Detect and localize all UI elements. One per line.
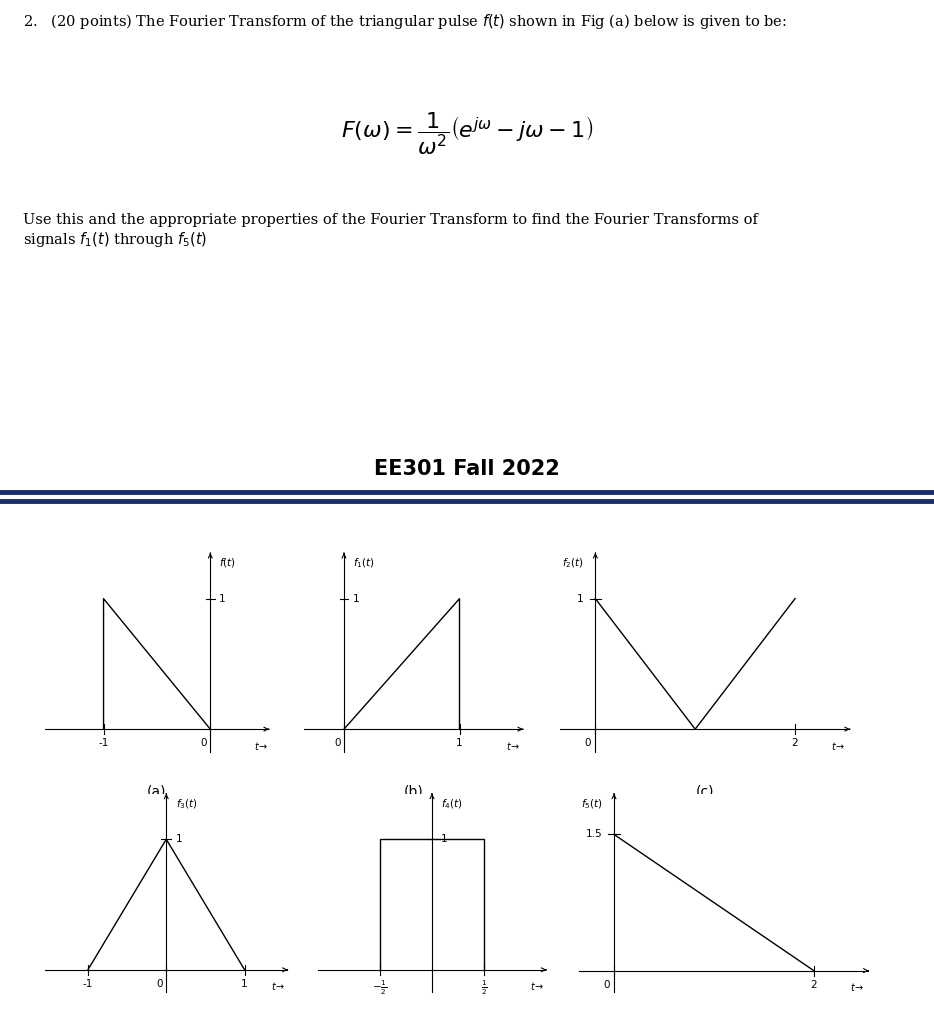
Text: 0: 0 — [603, 980, 610, 989]
Text: 1.5: 1.5 — [586, 829, 602, 840]
Text: 0: 0 — [585, 738, 591, 749]
Text: EE301 Fall 2022: EE301 Fall 2022 — [375, 459, 559, 479]
Text: Use this and the appropriate properties of the Fourier Transform to find the Fou: Use this and the appropriate properties … — [23, 213, 758, 249]
Text: (a): (a) — [148, 784, 166, 799]
Text: -1: -1 — [83, 979, 93, 989]
Text: 1: 1 — [456, 738, 463, 749]
Text: $t\!\rightarrow$: $t\!\rightarrow$ — [505, 739, 519, 752]
Text: $t\!\rightarrow$: $t\!\rightarrow$ — [850, 981, 864, 993]
Text: 1: 1 — [441, 835, 447, 844]
Text: 1: 1 — [176, 835, 182, 844]
Text: (b): (b) — [403, 784, 423, 799]
Text: 0: 0 — [156, 979, 163, 989]
Text: 0: 0 — [201, 738, 207, 749]
Text: 2: 2 — [792, 738, 799, 749]
Text: $t\!\rightarrow$: $t\!\rightarrow$ — [254, 739, 268, 752]
Text: $f_4(t)$: $f_4(t)$ — [441, 797, 463, 811]
Text: $t\!\rightarrow$: $t\!\rightarrow$ — [272, 980, 285, 992]
Text: 1: 1 — [577, 594, 584, 603]
Text: -1: -1 — [98, 738, 108, 749]
Text: 1: 1 — [353, 594, 360, 603]
Text: $-\frac{1}{2}$: $-\frac{1}{2}$ — [373, 979, 388, 997]
Text: 0: 0 — [334, 738, 341, 749]
Text: $f_1(t)$: $f_1(t)$ — [353, 556, 375, 570]
Text: $f(t)$: $f(t)$ — [219, 556, 236, 569]
Text: $F(\omega) = \dfrac{1}{\omega^2}\left(e^{j\omega} - j\omega - 1\right)$: $F(\omega) = \dfrac{1}{\omega^2}\left(e^… — [341, 111, 593, 157]
Text: $f_2(t)$: $f_2(t)$ — [562, 556, 584, 570]
Text: $f_3(t)$: $f_3(t)$ — [176, 797, 198, 811]
Text: $t\!\rightarrow$: $t\!\rightarrow$ — [531, 980, 545, 992]
Text: 2: 2 — [811, 980, 817, 989]
Text: $\frac{1}{2}$: $\frac{1}{2}$ — [481, 979, 488, 997]
Text: 2.   (20 points) The Fourier Transform of the triangular pulse $f(t)$ shown in F: 2. (20 points) The Fourier Transform of … — [23, 12, 787, 31]
Text: $t\!\rightarrow$: $t\!\rightarrow$ — [831, 739, 845, 752]
Text: $f_5(t)$: $f_5(t)$ — [581, 797, 602, 811]
Text: (c): (c) — [696, 784, 715, 799]
Text: 1: 1 — [219, 594, 226, 603]
Text: 1: 1 — [241, 979, 248, 989]
